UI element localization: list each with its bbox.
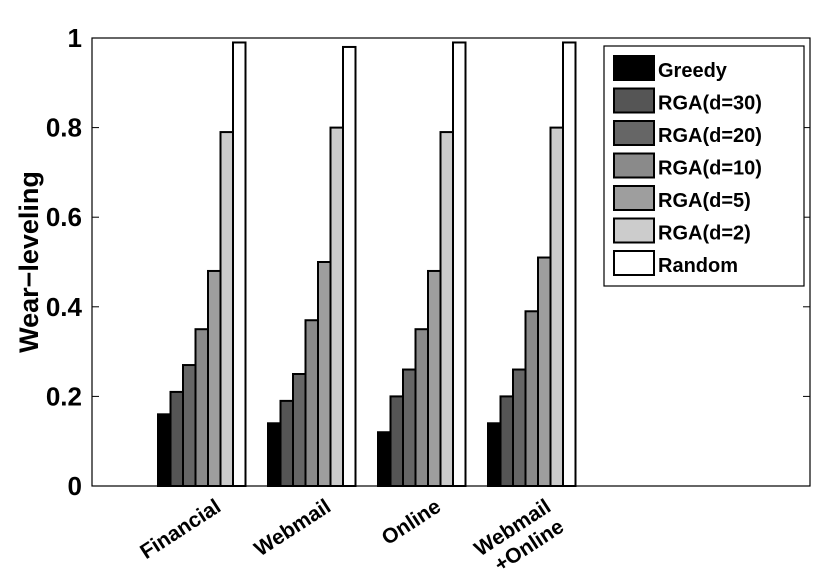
bar [427,269,442,487]
x-tick-label-line: Financial [136,495,225,564]
x-tick-label: Online [378,495,445,550]
y-tick-label: 0.2 [46,381,82,411]
bar [452,41,467,487]
bar [317,261,332,487]
bar [329,126,344,487]
bar [562,41,577,487]
bars-group [157,41,577,488]
bar [487,422,502,487]
legend-swatch [613,250,655,276]
x-tick-label-line: Online [378,495,445,550]
bar [279,399,294,488]
bar [219,131,234,488]
bar [439,131,454,488]
bar [304,319,319,487]
y-tick-label: 0.4 [46,292,83,322]
bar [267,422,282,487]
bar [537,256,552,487]
legend: Greedy RGA(d=30) RGA(d=20) RGA(d=10) RGA(d=5… [603,45,805,287]
legend-swatch [613,185,655,211]
x-tick-label-line: Webmail [250,495,335,561]
legend-label: RGA(d=30) [658,93,762,115]
legend-box [603,45,805,287]
bar [499,395,514,487]
legend-swatch [613,87,655,114]
bar [169,390,184,488]
bar [402,368,417,487]
legend-label: RGA(d=2) [658,223,751,245]
legend-label: RGA(d=10) [658,158,762,180]
legend-swatch [613,120,655,146]
legend-label: Random [658,255,738,277]
bar [182,364,197,488]
bar [232,41,247,487]
bar [512,368,527,487]
y-axis-title: Wear−leveling [14,171,44,353]
bar [194,328,209,488]
bar [342,45,357,488]
plot-frame [91,37,811,487]
legend-label: RGA(d=20) [658,125,762,147]
bar [524,310,539,487]
legend-swatch [613,217,655,244]
legend-label: RGA(d=5) [658,190,751,212]
bar [549,126,564,487]
bar [157,413,172,488]
y-axis: 0 0.2 0.4 0.6 0.8 1 [46,23,810,501]
legend-label: Greedy [658,60,728,82]
bar [377,431,392,487]
bar [414,328,429,488]
y-tick-label: 0 [68,471,82,501]
legend-swatch [613,55,655,81]
bar [207,269,222,487]
x-tick-label: Webmail [250,495,335,561]
legend-swatch [613,152,655,179]
bar [292,373,307,487]
x-axis-labels: Financial Webmail Online Webmail+Online [136,495,568,577]
y-tick-label: 0.6 [46,202,82,232]
bar [389,395,404,487]
x-tick-label: Webmail+Online [470,495,568,577]
y-tick-label: 0.8 [46,113,82,143]
x-tick-label: Financial [136,495,225,564]
y-tick-label: 1 [68,23,82,53]
